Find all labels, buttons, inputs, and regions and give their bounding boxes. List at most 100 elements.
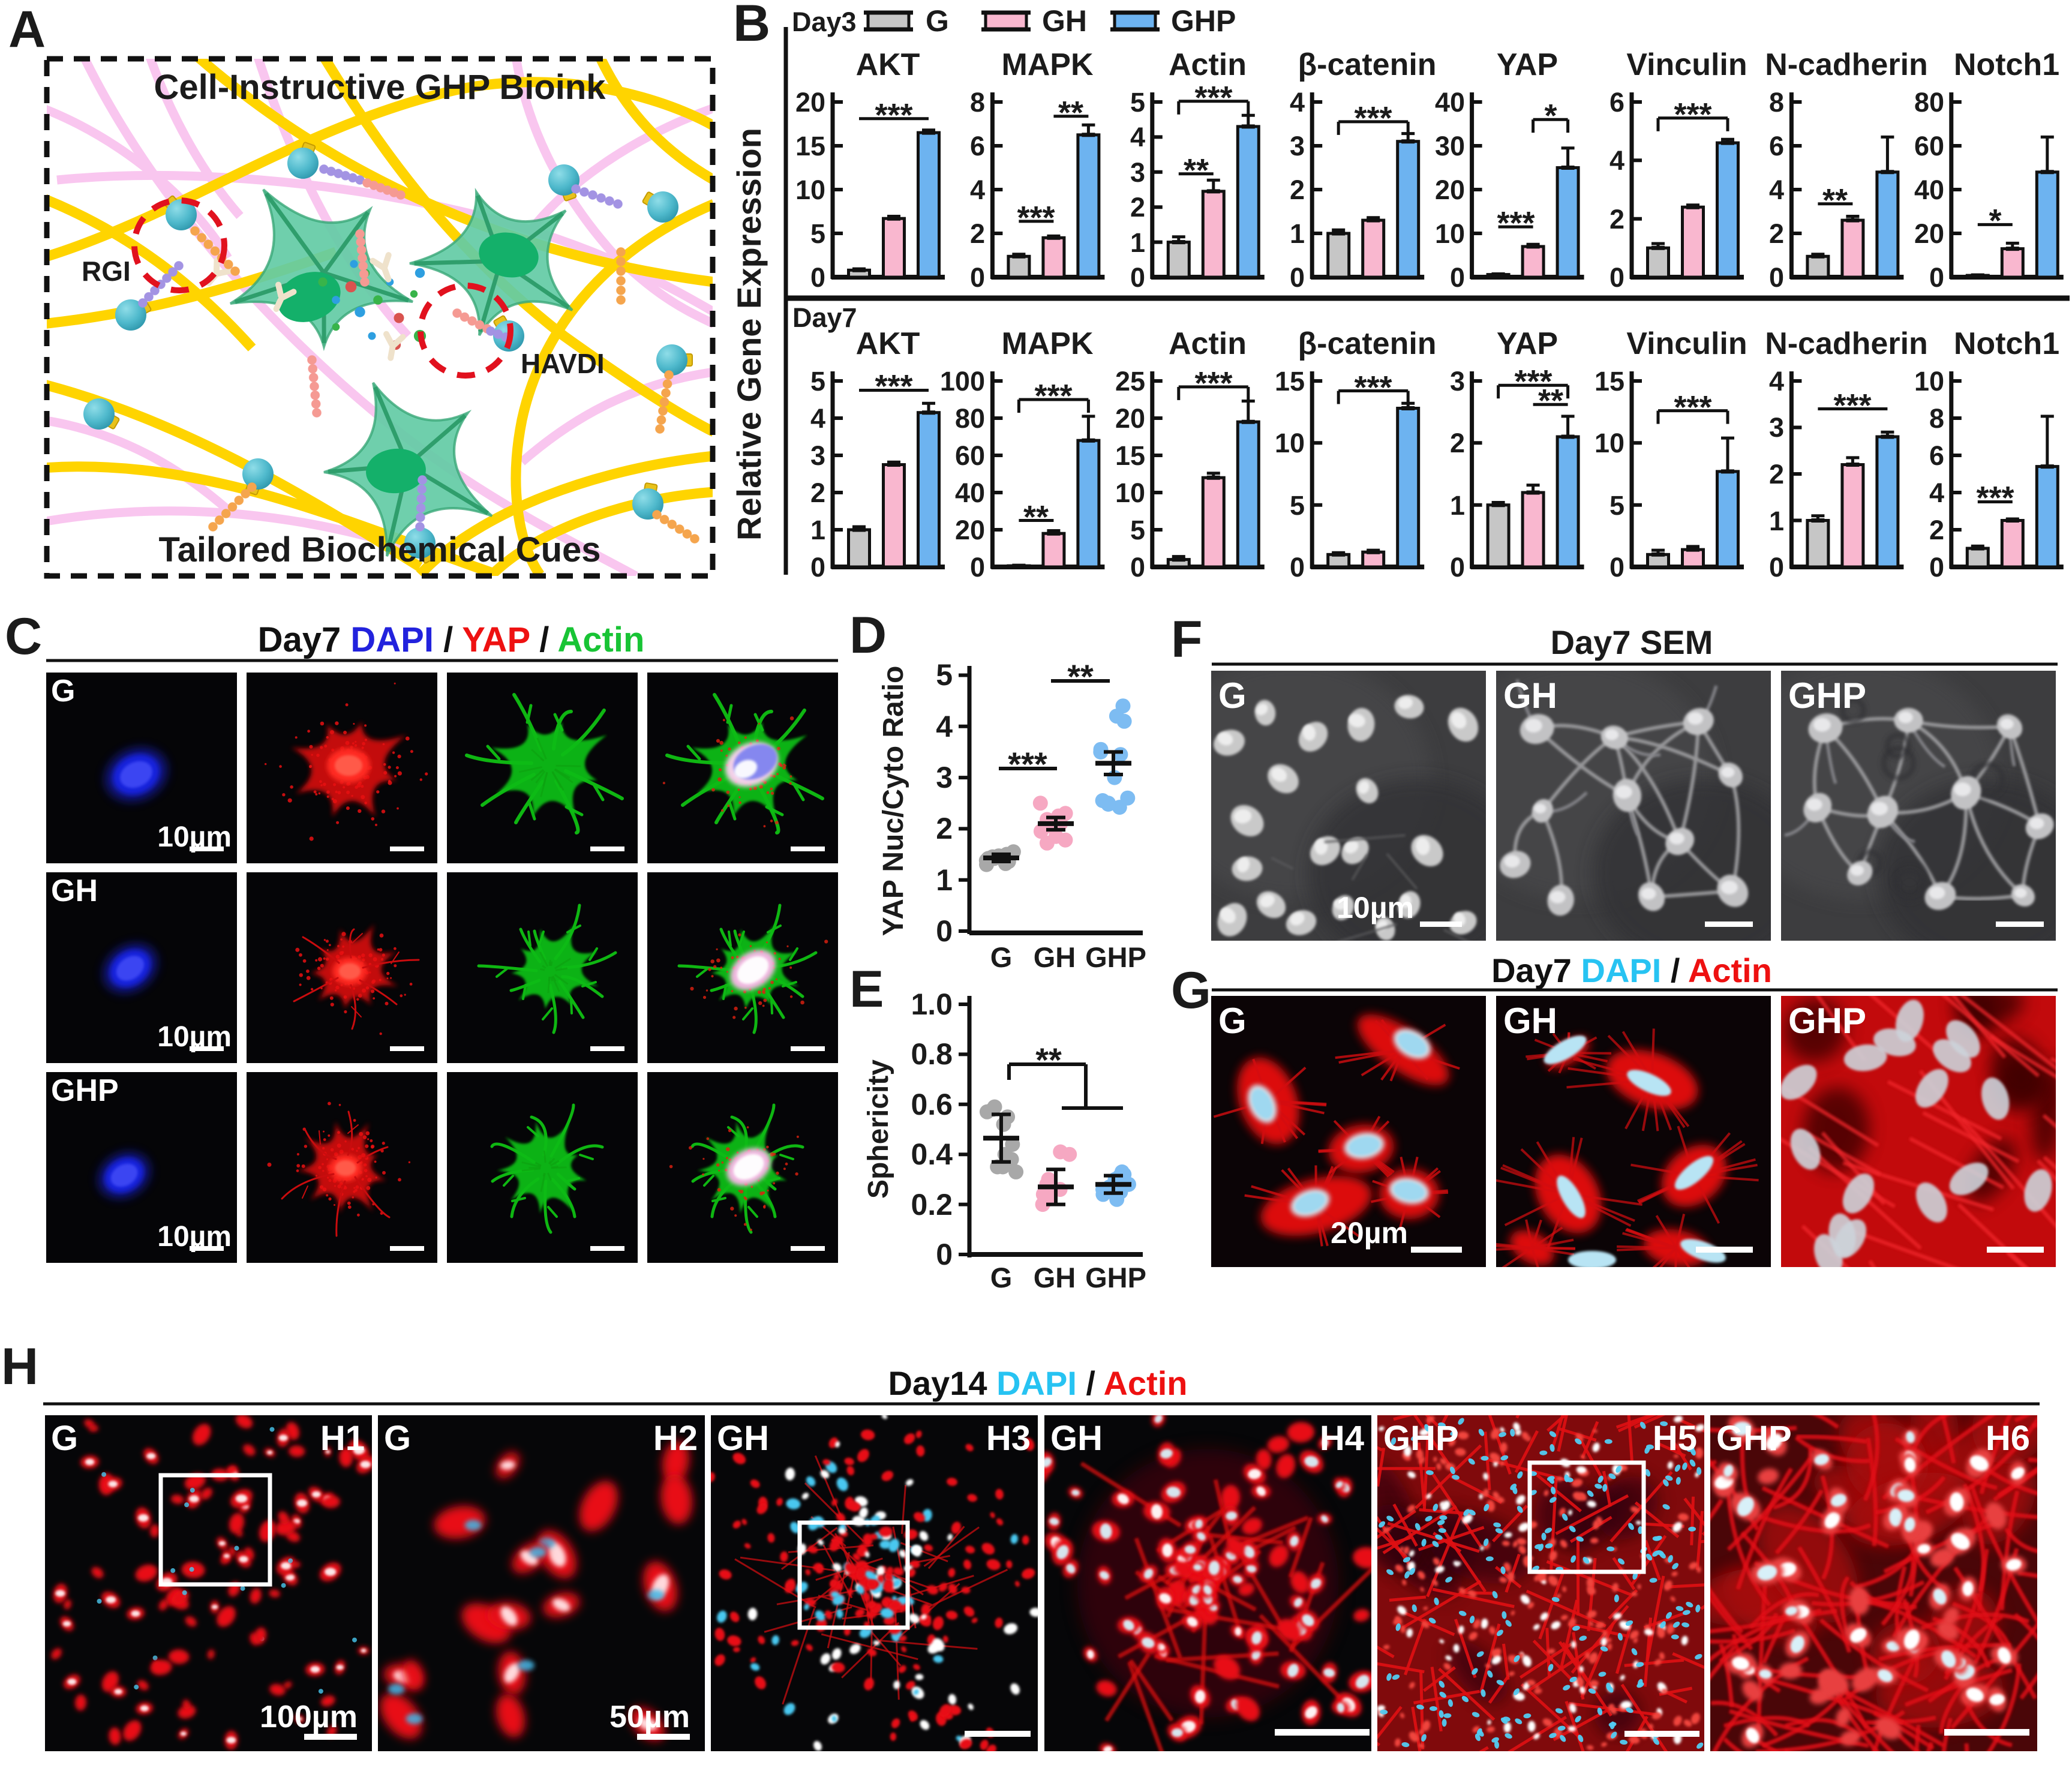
svg-text:GH: GH (1503, 676, 1557, 716)
svg-text:0: 0 (1609, 552, 1624, 583)
svg-text:H6: H6 (1986, 1419, 2030, 1458)
svg-text:3: 3 (810, 440, 825, 471)
svg-text:5: 5 (810, 366, 825, 397)
svg-text:3: 3 (1450, 366, 1465, 397)
svg-text:Notch1: Notch1 (1954, 326, 2059, 361)
svg-text:10µm: 10µm (157, 1221, 232, 1253)
svg-text:GH: GH (1034, 1262, 1076, 1293)
svg-text:G: G (1218, 676, 1247, 716)
svg-text:***: *** (1674, 389, 1711, 425)
svg-text:***: *** (1497, 205, 1535, 241)
svg-text:5: 5 (1290, 490, 1305, 521)
svg-text:100: 100 (940, 366, 985, 397)
svg-text:G: G (1171, 962, 1211, 1019)
svg-text:0: 0 (1130, 552, 1145, 583)
svg-text:6: 6 (1769, 131, 1784, 161)
svg-text:Sphericity: Sphericity (863, 1059, 894, 1199)
svg-text:Relative Gene Expression: Relative Gene Expression (730, 128, 768, 541)
svg-text:60: 60 (955, 440, 985, 471)
svg-text:1: 1 (1450, 490, 1465, 521)
svg-text:10µm: 10µm (157, 821, 232, 853)
svg-text:15: 15 (1594, 366, 1624, 397)
svg-text:AKT: AKT (856, 47, 920, 82)
svg-text:GHP: GHP (1383, 1419, 1459, 1458)
svg-text:1: 1 (1769, 506, 1784, 536)
svg-text:G: G (51, 674, 75, 709)
svg-text:G: G (51, 1419, 78, 1458)
svg-text:D: D (849, 607, 887, 664)
svg-text:RGI: RGI (82, 256, 131, 287)
svg-text:2: 2 (1769, 459, 1784, 490)
svg-text:10µm: 10µm (157, 1021, 232, 1053)
svg-text:10: 10 (1594, 428, 1624, 458)
svg-text:***: *** (1017, 200, 1055, 236)
svg-text:4: 4 (970, 175, 985, 205)
svg-text:4: 4 (1290, 87, 1305, 118)
svg-text:AKT: AKT (856, 326, 920, 361)
svg-text:YAP: YAP (1497, 47, 1558, 82)
svg-text:HAVDI: HAVDI (521, 348, 605, 379)
svg-text:0: 0 (1929, 552, 1944, 583)
svg-text:0: 0 (970, 552, 985, 583)
svg-text:GHP: GHP (51, 1073, 119, 1108)
svg-text:5: 5 (1609, 490, 1624, 521)
svg-text:2: 2 (970, 218, 985, 249)
svg-text:YAP Nuc/Cyto Ratio: YAP Nuc/Cyto Ratio (878, 666, 909, 936)
svg-text:4: 4 (1929, 478, 1944, 508)
svg-text:1: 1 (1290, 218, 1305, 249)
svg-text:Day7 SEM: Day7 SEM (1551, 623, 1713, 661)
svg-text:50µm: 50µm (609, 1700, 690, 1734)
svg-text:F: F (1171, 611, 1203, 668)
svg-text:4: 4 (1609, 145, 1624, 176)
svg-text:Day7: Day7 (792, 302, 857, 333)
svg-text:0: 0 (1450, 262, 1465, 293)
svg-text:0.2: 0.2 (911, 1188, 953, 1221)
svg-text:***: *** (1514, 364, 1552, 400)
svg-text:0: 0 (1130, 262, 1145, 293)
svg-text:1: 1 (810, 515, 825, 545)
svg-text:6: 6 (1929, 440, 1944, 471)
svg-text:10: 10 (1914, 366, 1944, 397)
svg-text:N-cadherin: N-cadherin (1765, 326, 1928, 361)
svg-text:1: 1 (936, 863, 953, 897)
svg-text:Day7 DAPI / YAP / Actin: Day7 DAPI / YAP / Actin (258, 620, 645, 659)
svg-text:2: 2 (1450, 428, 1465, 458)
svg-text:40: 40 (955, 478, 985, 508)
svg-text:***: *** (1674, 97, 1711, 133)
svg-text:0: 0 (936, 1238, 953, 1271)
svg-text:**: ** (1058, 95, 1083, 131)
svg-text:30: 30 (1435, 131, 1465, 161)
svg-text:0: 0 (810, 552, 825, 583)
svg-text:GHP: GHP (1085, 1262, 1146, 1293)
svg-text:5: 5 (810, 218, 825, 249)
svg-text:15: 15 (1115, 440, 1145, 471)
svg-text:***: *** (1194, 365, 1232, 401)
svg-text:***: *** (1354, 370, 1392, 406)
svg-text:H3: H3 (986, 1419, 1031, 1458)
svg-text:40: 40 (1435, 87, 1465, 118)
svg-text:20: 20 (1435, 175, 1465, 205)
svg-text:Actin: Actin (1169, 326, 1247, 361)
svg-text:5: 5 (1130, 87, 1145, 118)
svg-text:Actin: Actin (1169, 47, 1247, 82)
svg-text:Vinculin: Vinculin (1626, 47, 1747, 82)
svg-text:GHP: GHP (1171, 4, 1236, 38)
svg-text:MAPK: MAPK (1001, 47, 1094, 82)
svg-text:H2: H2 (653, 1419, 698, 1458)
svg-text:25: 25 (1115, 366, 1145, 397)
svg-text:***: *** (875, 97, 912, 133)
svg-text:80: 80 (1914, 87, 1944, 118)
svg-text:H: H (1, 1338, 38, 1395)
svg-text:4: 4 (1769, 175, 1784, 205)
svg-text:40: 40 (1914, 175, 1944, 205)
svg-text:3: 3 (1769, 412, 1784, 443)
svg-text:10: 10 (795, 175, 825, 205)
svg-text:8: 8 (970, 87, 985, 118)
svg-text:10: 10 (1435, 218, 1465, 249)
svg-text:G: G (926, 4, 949, 38)
svg-text:5: 5 (1130, 515, 1145, 545)
svg-text:0: 0 (936, 914, 953, 948)
svg-text:20: 20 (795, 87, 825, 118)
svg-text:GH: GH (1503, 1001, 1557, 1041)
svg-text:***: *** (1833, 388, 1871, 424)
